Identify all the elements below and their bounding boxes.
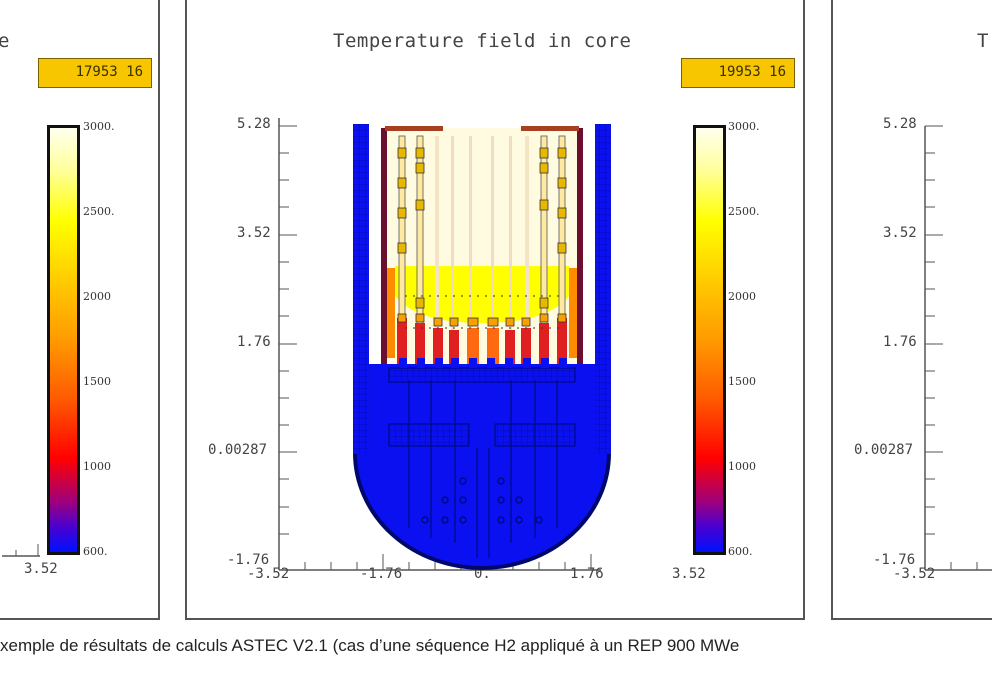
middle-cb-600: 600. <box>728 545 753 558</box>
right-panel: T 5.28 3.52 1.76 0.00287 -1.76 -3.52 <box>831 0 992 620</box>
middle-panel: Temperature field in core 19953 16 <box>185 0 805 620</box>
left-panel: e 17953 16 3000. 2500. 2000 1500 1000 60… <box>0 0 160 620</box>
middle-y-tick-3.52: 3.52 <box>237 225 271 241</box>
left-cb-1500: 1500 <box>83 375 111 388</box>
middle-x-tick-3.52: 3.52 <box>672 566 706 582</box>
left-cb-600: 600. <box>83 545 108 558</box>
right-y-tick-3.52: 3.52 <box>883 225 917 241</box>
left-x-axis <box>2 544 40 557</box>
left-cb-2000: 2000 <box>83 290 111 303</box>
middle-panel-title: Temperature field in core <box>333 30 632 52</box>
middle-cb-2500: 2500. <box>728 205 760 218</box>
right-y-tick-0.00287: 0.00287 <box>854 442 914 458</box>
middle-x-tick-1.76: 1.76 <box>570 566 604 582</box>
middle-y-tick-0.00287: 0.00287 <box>208 442 268 458</box>
middle-cb-1500: 1500 <box>728 375 756 388</box>
reactor-temperature-map <box>353 124 611 570</box>
left-x-tick: 3.52 <box>24 561 58 577</box>
middle-cb-1000: 1000 <box>728 460 756 473</box>
left-cb-1000: 1000 <box>83 460 111 473</box>
middle-x-tick-neg3.52: -3.52 <box>247 566 290 582</box>
middle-y-tick-1.76: 1.76 <box>237 334 271 350</box>
right-y-tick-5.28: 5.28 <box>883 116 917 132</box>
middle-axes <box>278 118 601 571</box>
right-x-tick-neg3.52: -3.52 <box>893 566 936 582</box>
right-y-tick-1.76: 1.76 <box>883 334 917 350</box>
middle-colorbar <box>693 125 726 555</box>
right-y-tick-neg1.76: -1.76 <box>873 552 916 568</box>
middle-y-tick-neg1.76: -1.76 <box>227 552 270 568</box>
middle-y-tick-5.28: 5.28 <box>237 116 271 132</box>
left-cb-3000: 3000. <box>83 120 115 133</box>
right-panel-title: T <box>977 30 989 52</box>
left-cb-2500: 2500. <box>83 205 115 218</box>
middle-cb-2000: 2000 <box>728 290 756 303</box>
figure-caption: xemple de résultats de calculs ASTEC V2.… <box>0 636 740 655</box>
left-colorbar <box>47 125 80 555</box>
left-time-display: 17953 16 <box>38 58 152 88</box>
middle-x-tick-0: 0. <box>474 566 491 582</box>
middle-cb-3000: 3000. <box>728 120 760 133</box>
middle-time-display: 19953 16 <box>681 58 795 88</box>
left-panel-title: e <box>0 30 10 52</box>
right-axes <box>924 125 992 571</box>
middle-x-tick-neg1.76: -1.76 <box>360 566 403 582</box>
